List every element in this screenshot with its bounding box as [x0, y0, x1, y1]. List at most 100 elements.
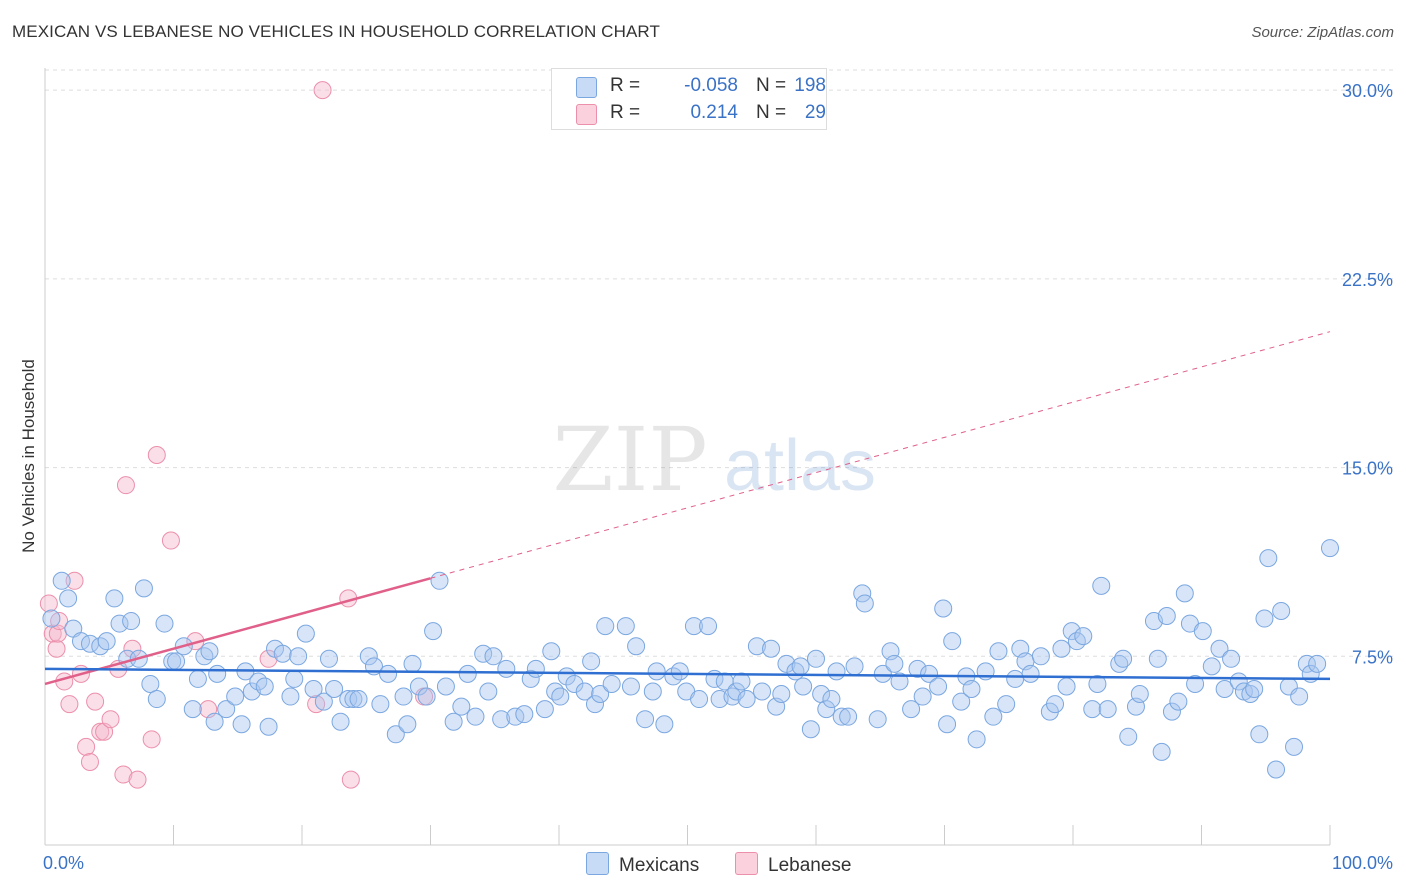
- mexicans-point: [188, 669, 207, 688]
- watermark-atlas: atlas: [724, 426, 876, 506]
- mexicans-point: [582, 652, 601, 671]
- r-label: R =: [610, 75, 641, 96]
- mexicans-point: [458, 664, 477, 683]
- mexicans-point: [575, 682, 594, 701]
- mexicans-point: [962, 679, 981, 698]
- mexicans-point: [1297, 654, 1316, 673]
- mexicans-point: [732, 672, 751, 691]
- mexicans-point: [417, 687, 436, 706]
- lebanese-point: [341, 770, 360, 789]
- mexicans-point: [791, 657, 810, 676]
- mexicans-point: [943, 632, 962, 651]
- mexicans-point: [1162, 702, 1181, 721]
- mexicans-point: [134, 579, 153, 598]
- lebanese-points: [39, 81, 434, 789]
- mexicans-point: [526, 659, 545, 678]
- mexicans-point: [1157, 607, 1176, 626]
- mexicans-point: [436, 677, 455, 696]
- mexicans-point: [1308, 654, 1327, 673]
- mexicans-point: [1006, 669, 1025, 688]
- mexicans-point: [1114, 649, 1133, 668]
- mexicans-point: [1057, 677, 1076, 696]
- mexicans-point: [424, 622, 443, 641]
- lebanese-point: [313, 81, 332, 100]
- mexicans-points: [42, 539, 1339, 779]
- mexicans-point: [371, 695, 390, 714]
- x-tick-labels: 0.0% 100.0%: [43, 853, 1393, 873]
- mexicans-point: [1148, 649, 1167, 668]
- lebanese-point: [60, 695, 79, 714]
- mexicans-point: [643, 682, 662, 701]
- mexicans-point: [52, 571, 71, 590]
- correlation-legend: R = -0.058 N = 198 R = 0.214 N = 29: [551, 68, 827, 130]
- mexicans-point: [690, 690, 709, 709]
- mexicans-point: [873, 664, 892, 683]
- mexicans-point: [492, 710, 511, 729]
- mexicans-point: [1267, 760, 1286, 779]
- lebanese-legend-swatch: [735, 852, 758, 875]
- mexicans-point: [551, 687, 570, 706]
- mexicans-point: [1321, 539, 1339, 558]
- mexicans-point: [1074, 627, 1093, 646]
- mexicans-point: [890, 672, 909, 691]
- mexicans-r-value: -0.058: [684, 75, 738, 96]
- mexicans-point: [535, 700, 554, 719]
- legend-item-lebanese[interactable]: Lebanese: [735, 852, 851, 877]
- mexicans-point: [902, 700, 921, 719]
- mexicans-point: [122, 612, 141, 631]
- mexicans-point: [452, 697, 471, 716]
- mexicans-point: [430, 571, 449, 590]
- y-tick-label: 22.5%: [1342, 270, 1393, 290]
- legend-item-mexicans[interactable]: Mexicans: [586, 852, 699, 877]
- mexicans-point: [585, 695, 604, 714]
- mexicans-point: [616, 617, 635, 636]
- mexicans-point: [647, 662, 666, 681]
- mexicans-point: [147, 690, 166, 709]
- mexicans-point: [521, 669, 540, 688]
- mexicans-point: [1031, 647, 1050, 666]
- lebanese-point: [39, 594, 58, 613]
- x-tick-label: 0.0%: [43, 853, 84, 873]
- trend-lines: [44, 331, 1331, 686]
- mexicans-point: [929, 677, 948, 696]
- mexicans-point: [314, 692, 333, 711]
- mexicans-point: [1046, 695, 1065, 714]
- mexicans-point: [753, 682, 772, 701]
- mexicans-point: [273, 644, 292, 663]
- mexicans-point: [379, 664, 398, 683]
- mexicans-point: [794, 677, 813, 696]
- mexicans-point: [255, 677, 274, 696]
- mexicans-point: [952, 692, 971, 711]
- mexicans-point: [331, 712, 350, 731]
- mexicans-point: [217, 700, 236, 719]
- mexicans-point: [444, 712, 463, 731]
- mexicans-point: [885, 654, 904, 673]
- lebanese-r-value: 0.214: [690, 102, 738, 123]
- mexicans-point: [319, 649, 338, 668]
- chart-title: MEXICAN VS LEBANESE NO VEHICLES IN HOUSE…: [12, 22, 660, 41]
- mexicans-point: [349, 690, 368, 709]
- mexicans-point: [832, 707, 851, 726]
- mexicans-point: [141, 674, 160, 693]
- mexicans-point: [747, 637, 766, 656]
- mexicans-point: [546, 682, 565, 701]
- lebanese-legend-label: Lebanese: [768, 855, 852, 876]
- mexicans-point: [205, 712, 224, 731]
- mexicans-point: [997, 695, 1016, 714]
- mexicans-point: [386, 725, 405, 744]
- mexicans-point: [565, 674, 584, 693]
- mexicans-point: [339, 690, 358, 709]
- mexicans-point: [1272, 601, 1291, 620]
- mexicans-point: [484, 647, 503, 666]
- mexicans-point: [801, 720, 820, 739]
- lebanese-point: [123, 639, 142, 658]
- mexicans-point: [515, 705, 534, 724]
- mexicans-swatch: [576, 77, 597, 98]
- mexicans-point: [259, 717, 278, 736]
- grid-lines: [45, 69, 1395, 657]
- mexicans-point: [1052, 639, 1071, 658]
- n-label: N =: [756, 102, 787, 123]
- mexicans-point: [394, 687, 413, 706]
- mexicans-point: [497, 659, 516, 678]
